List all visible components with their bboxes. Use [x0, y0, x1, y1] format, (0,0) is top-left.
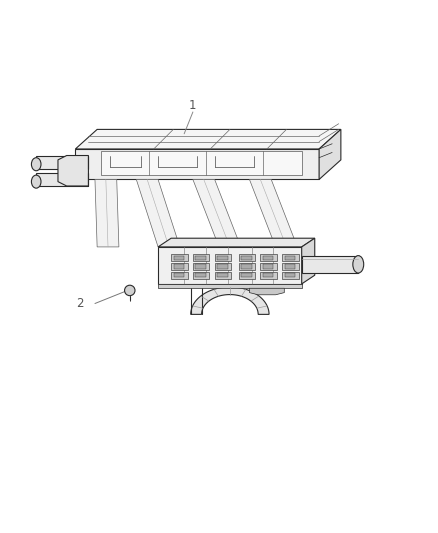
- Bar: [195, 273, 206, 277]
- Bar: [263, 264, 273, 269]
- Bar: [215, 263, 231, 270]
- Polygon shape: [136, 180, 180, 247]
- Polygon shape: [191, 287, 269, 314]
- Polygon shape: [58, 156, 88, 186]
- Bar: [282, 272, 299, 279]
- Polygon shape: [302, 256, 358, 273]
- Bar: [193, 254, 209, 261]
- Bar: [285, 273, 295, 277]
- Bar: [174, 256, 184, 260]
- Bar: [171, 272, 187, 279]
- Polygon shape: [102, 151, 302, 175]
- Bar: [260, 272, 277, 279]
- Bar: [193, 272, 209, 279]
- Polygon shape: [158, 238, 315, 247]
- Bar: [171, 254, 187, 261]
- Polygon shape: [95, 180, 119, 247]
- Polygon shape: [75, 149, 319, 180]
- Bar: [217, 264, 228, 269]
- Bar: [239, 254, 255, 261]
- Bar: [239, 263, 255, 270]
- Polygon shape: [158, 284, 302, 288]
- Polygon shape: [36, 173, 88, 186]
- Bar: [195, 264, 206, 269]
- Bar: [285, 264, 295, 269]
- Bar: [174, 264, 184, 269]
- Bar: [241, 256, 252, 260]
- Polygon shape: [250, 288, 284, 295]
- Bar: [217, 273, 228, 277]
- Bar: [195, 256, 206, 260]
- Bar: [215, 254, 231, 261]
- Polygon shape: [302, 238, 315, 284]
- Ellipse shape: [32, 175, 41, 188]
- Circle shape: [124, 285, 135, 296]
- Bar: [263, 256, 273, 260]
- Bar: [217, 256, 228, 260]
- Text: 2: 2: [76, 297, 84, 310]
- Bar: [285, 256, 295, 260]
- Polygon shape: [193, 180, 241, 247]
- Bar: [171, 263, 187, 270]
- Bar: [241, 264, 252, 269]
- Bar: [215, 272, 231, 279]
- Text: 1: 1: [189, 99, 197, 112]
- Bar: [260, 263, 277, 270]
- Polygon shape: [319, 130, 341, 180]
- Bar: [263, 273, 273, 277]
- Ellipse shape: [353, 256, 364, 273]
- Bar: [241, 273, 252, 277]
- Bar: [282, 263, 299, 270]
- Ellipse shape: [32, 158, 41, 171]
- Bar: [174, 273, 184, 277]
- Polygon shape: [75, 130, 341, 149]
- Bar: [260, 254, 277, 261]
- Bar: [282, 254, 299, 261]
- Bar: [193, 263, 209, 270]
- Bar: [239, 272, 255, 279]
- Polygon shape: [158, 247, 302, 284]
- Polygon shape: [36, 156, 88, 168]
- Polygon shape: [250, 180, 297, 247]
